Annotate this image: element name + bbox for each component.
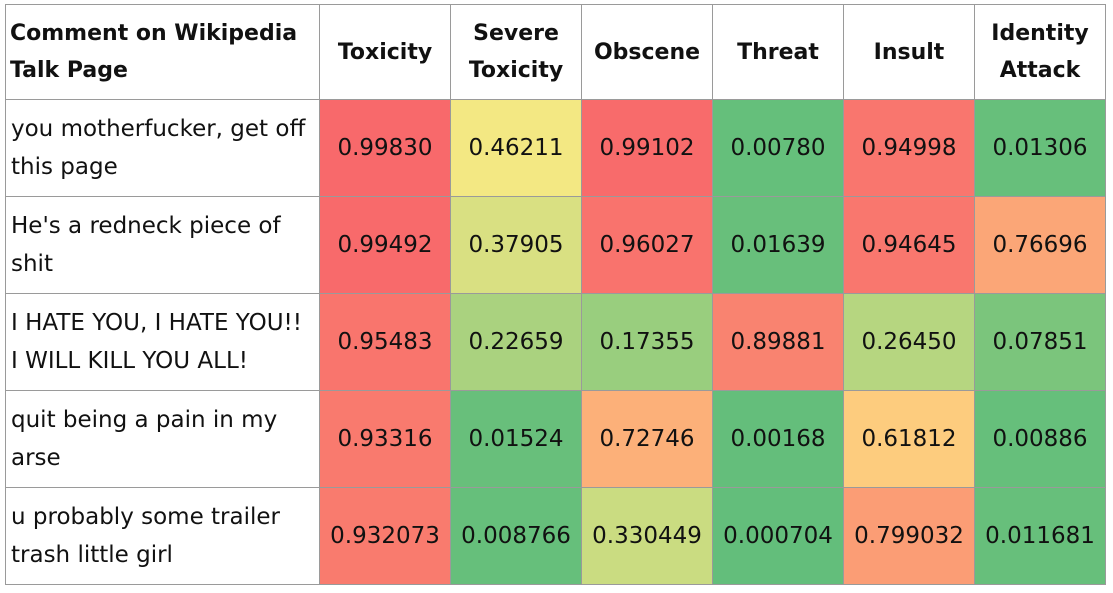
- score-cell: 0.01639: [712, 196, 844, 294]
- score-cell: 0.011681: [974, 487, 1106, 585]
- score-cell: 0.008766: [450, 487, 582, 585]
- comment-cell: quit being a pain in my arse: [5, 390, 320, 488]
- comment-cell: He's a redneck piece of shit: [5, 196, 320, 294]
- header-comment: Comment on Wikipedia Talk Page: [5, 4, 320, 100]
- score-cell: 0.96027: [581, 196, 713, 294]
- comment-cell: I HATE YOU, I HATE YOU!! I WILL KILL YOU…: [5, 293, 320, 391]
- score-cell: 0.99830: [319, 99, 451, 197]
- score-cell: 0.61812: [843, 390, 975, 488]
- score-cell: 0.93316: [319, 390, 451, 488]
- score-cell: 0.72746: [581, 390, 713, 488]
- header-insult: Insult: [843, 4, 975, 100]
- score-cell: 0.89881: [712, 293, 844, 391]
- score-cell: 0.99102: [581, 99, 713, 197]
- score-cell: 0.99492: [319, 196, 451, 294]
- score-cell: 0.01306: [974, 99, 1106, 197]
- header-identity-attack: Identity Attack: [974, 4, 1106, 100]
- score-cell: 0.17355: [581, 293, 713, 391]
- score-cell: 0.00780: [712, 99, 844, 197]
- toxicity-heatmap-table: Comment on Wikipedia Talk Page Toxicity …: [5, 4, 1106, 585]
- score-cell: 0.07851: [974, 293, 1106, 391]
- score-cell: 0.94645: [843, 196, 975, 294]
- comment-cell: u probably some trailer trash little gir…: [5, 487, 320, 585]
- score-cell: 0.94998: [843, 99, 975, 197]
- score-cell: 0.932073: [319, 487, 451, 585]
- comment-cell: you motherfucker, get off this page: [5, 99, 320, 197]
- table-row: I HATE YOU, I HATE YOU!! I WILL KILL YOU…: [5, 293, 1106, 391]
- header-row: Comment on Wikipedia Talk Page Toxicity …: [5, 4, 1106, 100]
- table-row: u probably some trailer trash little gir…: [5, 487, 1106, 585]
- table-row: you motherfucker, get off this page 0.99…: [5, 99, 1106, 197]
- score-cell: 0.00886: [974, 390, 1106, 488]
- score-cell: 0.330449: [581, 487, 713, 585]
- header-severe-toxicity: Severe Toxicity: [450, 4, 582, 100]
- table-row: quit being a pain in my arse 0.93316 0.0…: [5, 390, 1106, 488]
- score-cell: 0.95483: [319, 293, 451, 391]
- header-toxicity: Toxicity: [319, 4, 451, 100]
- header-obscene: Obscene: [581, 4, 713, 100]
- score-cell: 0.37905: [450, 196, 582, 294]
- score-cell: 0.00168: [712, 390, 844, 488]
- score-cell: 0.000704: [712, 487, 844, 585]
- score-cell: 0.01524: [450, 390, 582, 488]
- header-threat: Threat: [712, 4, 844, 100]
- score-cell: 0.26450: [843, 293, 975, 391]
- score-cell: 0.799032: [843, 487, 975, 585]
- table-row: He's a redneck piece of shit 0.99492 0.3…: [5, 196, 1106, 294]
- score-cell: 0.76696: [974, 196, 1106, 294]
- score-cell: 0.46211: [450, 99, 582, 197]
- score-cell: 0.22659: [450, 293, 582, 391]
